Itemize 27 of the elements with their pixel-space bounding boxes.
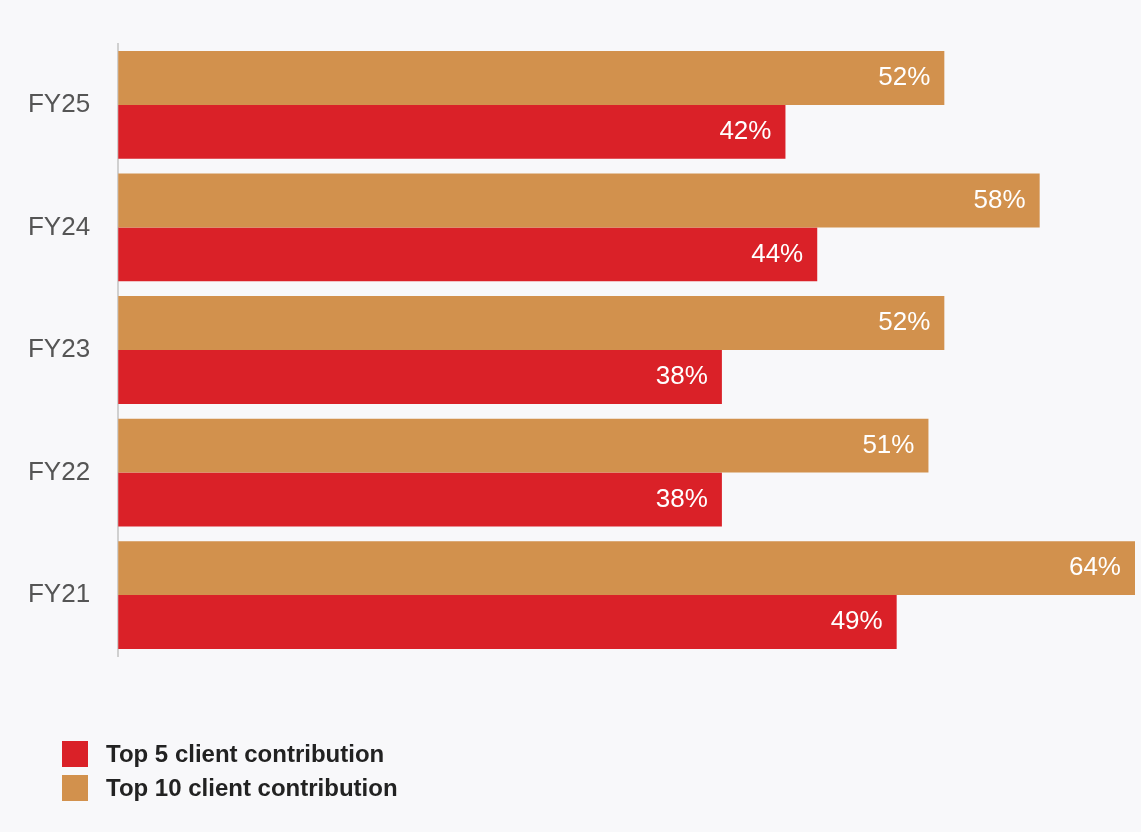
- y-tick-label: FY21: [27, 578, 91, 609]
- data-label: 58%: [973, 183, 1026, 214]
- bar: [118, 296, 945, 350]
- data-label: 38%: [655, 360, 708, 391]
- legend-label: Top 5 client contribution: [106, 740, 385, 768]
- bar: [118, 350, 722, 404]
- data-label: 64%: [1068, 551, 1121, 582]
- bar: [118, 173, 1040, 228]
- bar: [118, 541, 1135, 596]
- y-tick-label: FY22: [27, 455, 91, 486]
- data-label: 42%: [719, 115, 772, 146]
- y-tick-label: FY24: [27, 210, 91, 241]
- data-label: 44%: [751, 237, 804, 268]
- data-label: 52%: [878, 61, 931, 92]
- bar: [118, 595, 897, 650]
- data-label: 38%: [655, 482, 708, 513]
- y-tick-label: FY25: [27, 88, 91, 119]
- bar: [118, 50, 945, 105]
- bar: [118, 104, 786, 159]
- bar: [118, 418, 929, 473]
- bar: [118, 227, 818, 282]
- data-label: 51%: [862, 428, 915, 459]
- y-tick-label: FY23: [27, 333, 91, 364]
- legend-label: Top 10 client contribution: [106, 774, 398, 802]
- bar: [118, 472, 722, 527]
- data-label: 52%: [878, 306, 931, 337]
- data-label: 49%: [830, 605, 883, 636]
